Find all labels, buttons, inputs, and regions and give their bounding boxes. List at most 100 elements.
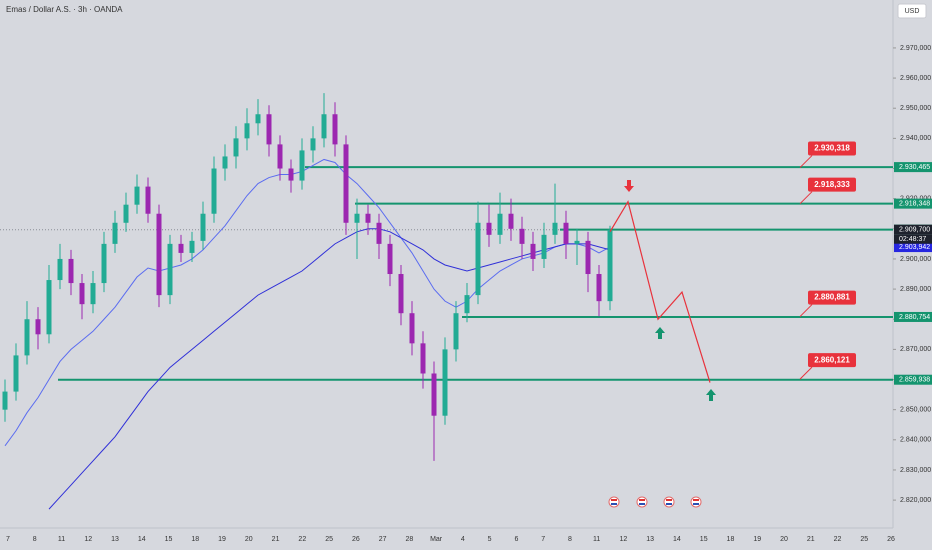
candle-body — [552, 222, 558, 235]
candle-body — [475, 222, 481, 296]
candle-body — [508, 213, 514, 229]
event-icon — [663, 496, 675, 508]
y-tick-label: 2.840,000 — [900, 437, 931, 444]
moving-average — [4, 158, 611, 447]
target-label: 2.880,881 — [814, 293, 850, 302]
candle-body — [321, 114, 327, 139]
candle-body — [431, 373, 437, 416]
candle-body — [200, 213, 206, 241]
projection-path — [609, 200, 711, 383]
candle-body — [178, 243, 184, 253]
candle-body — [398, 274, 404, 314]
x-tick-label: 22 — [298, 536, 306, 543]
x-tick-label: 27 — [379, 536, 387, 543]
callout-pointer — [799, 191, 813, 205]
candle-body — [442, 349, 448, 416]
candle-body — [90, 283, 96, 305]
candle-body — [365, 213, 371, 223]
price-tag-label: 2.930,465 — [899, 164, 930, 171]
candle-body — [145, 186, 151, 214]
countdown: 02:48:37 — [899, 236, 926, 243]
candle-body — [563, 222, 569, 244]
x-tick-label: 7 — [6, 536, 10, 543]
x-tick-label: 19 — [218, 536, 226, 543]
currency[interactable]: USD — [905, 8, 920, 15]
candle-body — [332, 114, 338, 145]
x-tick-label: 12 — [620, 536, 628, 543]
y-tick-label: 2.950,000 — [900, 105, 931, 112]
candle-body — [222, 156, 228, 169]
event-icon — [690, 496, 702, 508]
chart-title: Emas / Dollar A.S. · 3h · OANDA — [6, 5, 123, 14]
x-tick-label: 21 — [272, 536, 280, 543]
x-tick-label: 20 — [245, 536, 253, 543]
candle-body — [211, 168, 217, 214]
callout-pointer — [799, 304, 813, 317]
candle-body — [541, 234, 547, 259]
candle-body — [57, 258, 63, 281]
candle-body — [409, 313, 415, 344]
candle-body — [343, 144, 349, 223]
x-tick-label: 25 — [860, 536, 868, 543]
event-icon — [608, 496, 620, 508]
x-tick-label: 15 — [165, 536, 173, 543]
candle-body — [354, 213, 360, 223]
candle-body — [530, 243, 536, 259]
x-tick-label: 18 — [191, 536, 199, 543]
candle-body — [420, 343, 426, 374]
callout-pointer — [799, 366, 813, 380]
price-tag — [894, 374, 932, 385]
down-arrow — [624, 180, 634, 192]
event-flag — [639, 503, 645, 505]
candle-body — [299, 150, 305, 181]
x-tick-label: 11 — [593, 536, 600, 543]
x-tick-label: 11 — [58, 536, 65, 543]
candle-body — [46, 280, 52, 335]
candle-body — [123, 204, 129, 223]
currency-box[interactable] — [897, 3, 927, 19]
candle-body — [13, 355, 19, 392]
candle-body — [497, 213, 503, 235]
event-flag — [693, 503, 699, 505]
x-tick-label: 7 — [541, 536, 545, 543]
candle-body — [376, 222, 382, 244]
candle-body — [596, 274, 602, 302]
candle-body — [156, 213, 162, 296]
candle-body — [79, 283, 85, 305]
y-tick-label: 2.820,000 — [900, 497, 931, 504]
price-tag-label: 2.903,942 — [899, 244, 930, 251]
candle-body — [134, 186, 140, 205]
price-tag — [894, 162, 932, 173]
y-tick-label: 2.960,000 — [900, 75, 931, 82]
candle-body — [288, 168, 294, 181]
event-flag — [666, 503, 672, 505]
y-tick-label: 2.940,000 — [900, 135, 931, 142]
x-tick-label: 25 — [325, 536, 333, 543]
price-tag — [894, 311, 932, 322]
up-arrow — [706, 389, 716, 401]
x-tick-label: 14 — [673, 536, 681, 543]
moving-average — [48, 228, 611, 510]
candle-body — [519, 228, 525, 244]
candle-body — [574, 240, 580, 244]
x-tick-label: 6 — [514, 536, 518, 543]
candle-body — [112, 222, 118, 244]
candle-body — [2, 391, 8, 410]
event-flag — [639, 499, 645, 501]
x-tick-label: 8 — [568, 536, 572, 543]
candle-body — [585, 240, 591, 275]
price-tag — [894, 198, 932, 209]
target-callout — [808, 290, 856, 305]
callout-pointer — [799, 155, 813, 168]
x-tick-label: 8 — [33, 536, 37, 543]
candle-body — [486, 222, 492, 235]
price-tag-label: 2.880,754 — [899, 314, 930, 321]
x-tick-label: 13 — [111, 536, 119, 543]
candle-body — [167, 243, 173, 296]
target-label: 2.860,121 — [814, 355, 850, 364]
x-tick-label: 26 — [887, 536, 895, 543]
x-tick-label: 18 — [727, 536, 735, 543]
event-flag — [611, 503, 617, 505]
price-tag — [894, 242, 932, 253]
